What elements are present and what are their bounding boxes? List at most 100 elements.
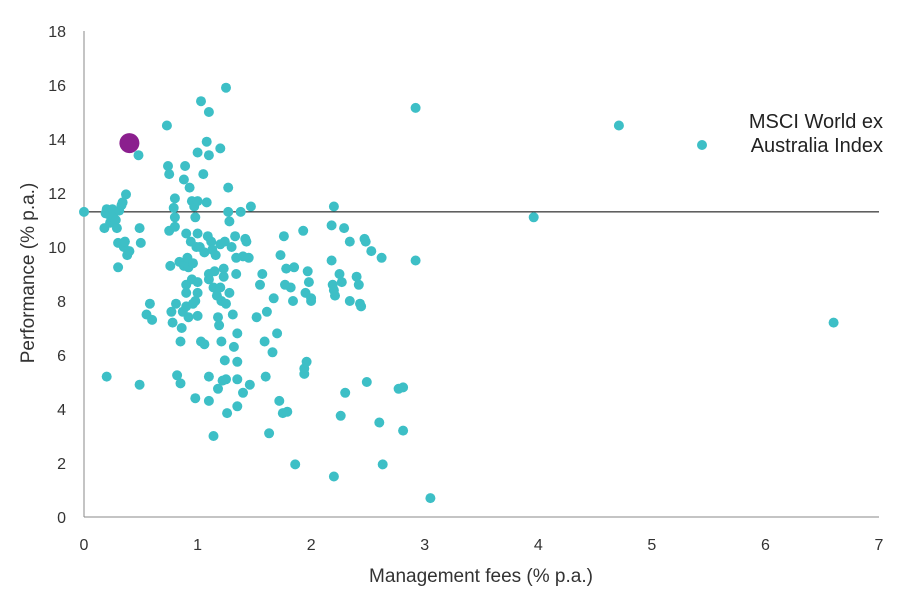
x-tick-label: 7 [875, 537, 884, 554]
fund-point [184, 182, 195, 193]
fund-point [282, 406, 293, 417]
fund-point [203, 274, 214, 285]
fund-point [221, 82, 231, 93]
fund-point [117, 197, 128, 208]
fund-point [172, 370, 183, 381]
fund-point [201, 136, 212, 147]
fund-point [360, 236, 371, 247]
fund-point [303, 277, 314, 288]
fund-point [219, 355, 230, 366]
fund-point [190, 393, 201, 404]
fund-point [326, 220, 337, 231]
fund-point [339, 223, 350, 234]
fund-point [188, 258, 198, 269]
fund-point [161, 120, 172, 131]
fund-point [223, 206, 234, 217]
y-tick-label: 14 [48, 132, 66, 149]
fund-point [613, 120, 624, 131]
fund-point [111, 223, 122, 234]
fund-point [398, 382, 409, 393]
fund-point [190, 212, 201, 223]
fund-point [203, 395, 214, 406]
fund-point [124, 246, 135, 257]
fund-point [163, 161, 173, 171]
fund-point [376, 252, 387, 263]
fund-point [79, 206, 89, 217]
fund-point [410, 102, 421, 113]
fund-point [198, 169, 209, 180]
fund-point [213, 383, 223, 394]
fund-point [326, 255, 337, 266]
fund-point [192, 310, 203, 321]
fund-point [192, 228, 203, 239]
fund-point [210, 250, 221, 261]
fund-point [290, 459, 301, 470]
fund-point [203, 150, 214, 161]
fund-point [101, 371, 112, 382]
fund-point [199, 339, 210, 350]
fund-point [255, 279, 265, 290]
x-tick-label: 5 [647, 537, 656, 554]
fund-point [275, 250, 286, 261]
fund-point [169, 193, 180, 204]
fund-point [301, 356, 312, 367]
x-tick-label: 6 [761, 537, 770, 554]
fund-point [214, 320, 225, 331]
fund-point [261, 306, 272, 317]
fund-point [356, 301, 367, 312]
fund-point [224, 216, 235, 227]
fund-point [281, 263, 292, 274]
y-tick-label: 10 [48, 240, 66, 257]
fund-point [410, 255, 421, 266]
fund-point [231, 269, 242, 279]
fund-point [223, 182, 234, 193]
fund-point [203, 371, 214, 382]
fund-point [232, 328, 243, 339]
fund-point [377, 459, 388, 470]
fund-point [192, 287, 203, 298]
data-points [79, 82, 839, 504]
x-axis-title: Management fees (% p.a.) [369, 566, 593, 587]
fund-point [169, 221, 180, 232]
fund-point [334, 269, 345, 279]
fund-point [227, 309, 238, 320]
fund-point [238, 387, 248, 398]
legend-marker [697, 140, 707, 150]
fund-point [171, 298, 181, 309]
fund-point [340, 387, 351, 398]
fund-point [219, 236, 230, 247]
fund-point [208, 431, 219, 441]
fund-point [344, 236, 355, 247]
x-axis-ticks: 0 1 2 3 4 5 6 7 [80, 537, 884, 554]
y-tick-label: 16 [48, 78, 66, 95]
fund-point [278, 231, 289, 242]
fund-point [243, 252, 254, 263]
fund-point [178, 174, 189, 185]
fund-point [425, 493, 436, 504]
fund-point [133, 150, 144, 161]
fund-point [336, 277, 347, 288]
fund-point [165, 260, 176, 271]
fund-point [209, 266, 220, 277]
legend-label-line-1: MSCI World ex [749, 111, 883, 133]
fund-point [222, 408, 233, 419]
fund-point [183, 312, 194, 323]
y-tick-label: 4 [57, 402, 66, 419]
fund-point [285, 282, 296, 293]
fund-point [199, 247, 210, 258]
fund-point [330, 290, 340, 301]
fund-point [221, 298, 231, 309]
fund-point [353, 279, 364, 290]
legend-label-line-2: Australia Index [751, 135, 883, 157]
fund-point [228, 341, 239, 352]
fund-point [121, 189, 131, 200]
y-tick-label: 12 [48, 186, 66, 203]
fund-point [221, 374, 231, 385]
fund-point [267, 347, 278, 358]
y-axis-ticks: 0 2 4 6 8 10 12 14 16 18 [48, 24, 66, 527]
fund-point [260, 371, 271, 382]
fund-point [181, 287, 192, 298]
fund-point [344, 296, 355, 306]
fund-point [215, 143, 226, 154]
